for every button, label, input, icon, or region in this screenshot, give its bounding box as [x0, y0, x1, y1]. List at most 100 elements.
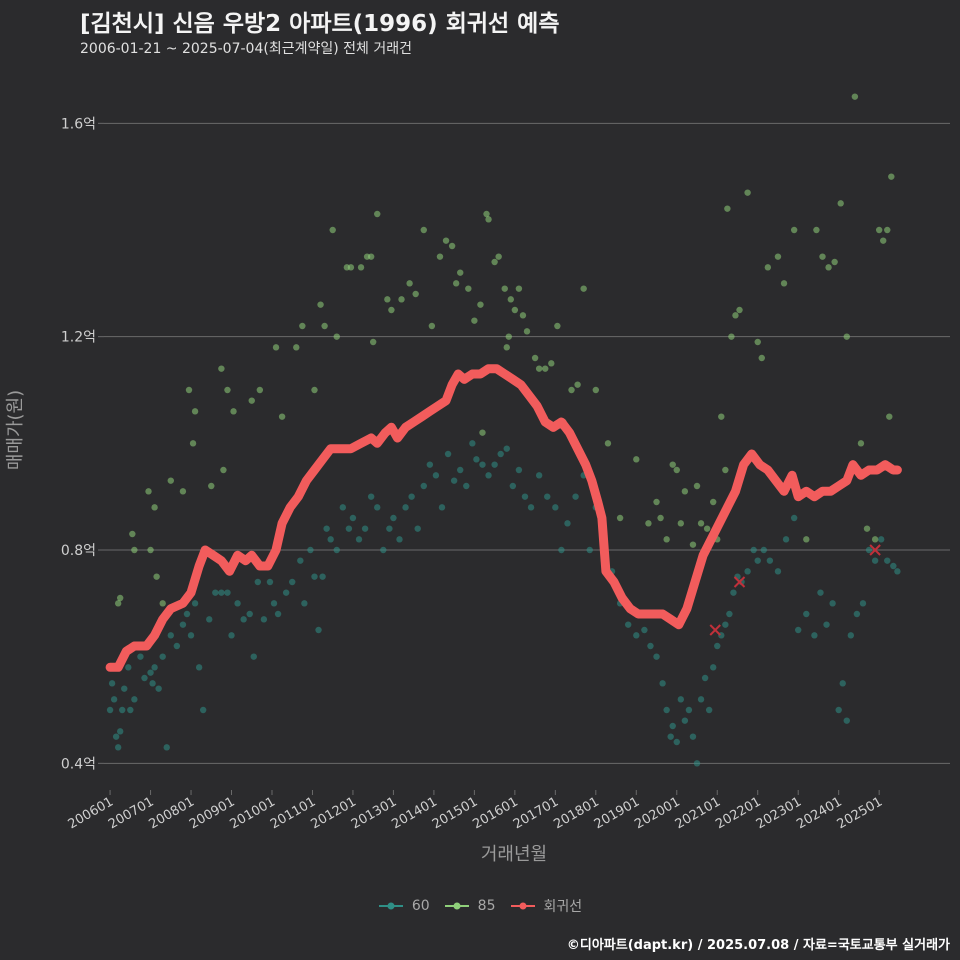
point-series-85 — [507, 296, 515, 303]
point-series-60 — [552, 504, 559, 511]
point-series-85 — [663, 536, 670, 543]
point-series-60 — [835, 706, 842, 714]
point-series-85 — [831, 258, 838, 266]
point-series-85 — [256, 386, 264, 394]
point-series-60 — [535, 472, 543, 479]
point-series-85 — [774, 253, 782, 260]
point-series-85 — [357, 264, 365, 271]
tick-layer: 0.4억 0.8억 1.2억 1.6억 200601200701200801200901… — [61, 116, 885, 832]
point-series-85 — [147, 546, 154, 554]
x-tick-label: 200601 — [66, 794, 116, 832]
point-series-85 — [681, 488, 689, 495]
chart-title: [김천시] 신음 우방2 아파트(1996) 회귀선 예측 — [80, 11, 560, 37]
point-series-85 — [299, 322, 306, 330]
point-series-85 — [185, 386, 193, 394]
x-tick-label: 202101 — [673, 794, 723, 832]
legend-label-85: 85 — [477, 898, 496, 914]
point-series-60 — [307, 546, 314, 554]
point-series-85 — [495, 253, 502, 260]
point-series-60 — [206, 616, 213, 623]
point-series-85 — [129, 530, 136, 538]
point-series-60 — [246, 610, 253, 618]
point-series-60 — [705, 706, 713, 714]
point-series-60 — [121, 685, 128, 692]
point-series-60 — [817, 589, 824, 596]
point-series-60 — [355, 536, 363, 543]
legend-item-regression: 회귀선 — [510, 896, 582, 916]
x-tick-label: 201901 — [592, 794, 642, 832]
point-series-60 — [218, 589, 225, 596]
point-series-60 — [766, 557, 774, 564]
point-series-60 — [726, 610, 733, 618]
x-tick-label: 201301 — [349, 794, 399, 832]
point-series-85 — [764, 264, 772, 271]
point-series-60 — [450, 477, 458, 484]
point-series-60 — [730, 589, 737, 596]
point-series-60 — [677, 696, 685, 703]
point-series-60 — [234, 600, 241, 607]
point-series-60 — [361, 525, 369, 532]
y-tick-label: 1.2억 — [61, 330, 96, 346]
point-series-60 — [485, 472, 492, 479]
point-series-60 — [402, 504, 409, 511]
point-series-60 — [744, 568, 751, 575]
point-series-60 — [647, 642, 654, 650]
point-series-85 — [436, 253, 444, 260]
legend-label-60: 60 — [411, 898, 430, 914]
point-series-60 — [760, 546, 767, 554]
point-series-60 — [195, 664, 203, 671]
point-series-85 — [519, 312, 527, 319]
point-series-60 — [396, 536, 403, 543]
point-series-60 — [444, 450, 452, 458]
point-series-85 — [479, 429, 486, 436]
point-series-85 — [317, 301, 324, 308]
point-series-60 — [782, 536, 790, 543]
x-marker — [733, 576, 746, 588]
point-series-85 — [151, 504, 158, 511]
point-series-60 — [147, 669, 154, 676]
point-series-60 — [345, 525, 353, 532]
point-series-85 — [523, 328, 531, 335]
x-marker-stroke — [869, 544, 881, 556]
point-series-85 — [406, 280, 413, 287]
point-series-60 — [408, 493, 415, 500]
point-series-60 — [270, 600, 278, 607]
point-series-60 — [119, 706, 126, 714]
point-series-85 — [790, 226, 798, 234]
point-series-85 — [531, 354, 539, 362]
point-series-60 — [254, 578, 262, 586]
point-series-85 — [505, 333, 512, 340]
point-series-85 — [420, 226, 427, 234]
point-series-85 — [218, 365, 225, 372]
point-series-60 — [853, 610, 861, 618]
point-series-60 — [710, 664, 717, 671]
point-series-85 — [653, 498, 660, 506]
point-series-85 — [732, 312, 739, 319]
x-tick-label: 202401 — [794, 794, 844, 832]
point-series-85 — [208, 482, 215, 490]
point-series-60 — [163, 744, 170, 751]
point-series-60 — [847, 632, 855, 639]
point-series-85 — [703, 525, 711, 532]
point-series-85 — [131, 546, 138, 554]
point-series-60 — [894, 568, 901, 575]
point-series-60 — [432, 472, 440, 479]
point-series-60 — [167, 632, 174, 639]
point-series-85 — [428, 322, 436, 330]
x-tick-label: 201101 — [268, 794, 318, 832]
point-series-60 — [141, 674, 148, 682]
footer-credit: ©디아파트(dapt.kr) / 2025.07.08 / 자료=국토교통부 실… — [566, 938, 950, 953]
point-series-60 — [228, 632, 235, 639]
point-series-60 — [315, 626, 322, 634]
point-series-85 — [159, 600, 166, 607]
point-series-85 — [248, 397, 255, 404]
point-series-85 — [604, 440, 612, 447]
point-series-60 — [663, 706, 670, 714]
point-series-60 — [586, 546, 593, 554]
point-series-85 — [736, 306, 743, 314]
point-series-60 — [367, 493, 375, 500]
point-series-85 — [412, 290, 419, 298]
point-series-60 — [319, 573, 326, 580]
point-series-85 — [230, 408, 237, 415]
point-series-60 — [473, 456, 480, 463]
